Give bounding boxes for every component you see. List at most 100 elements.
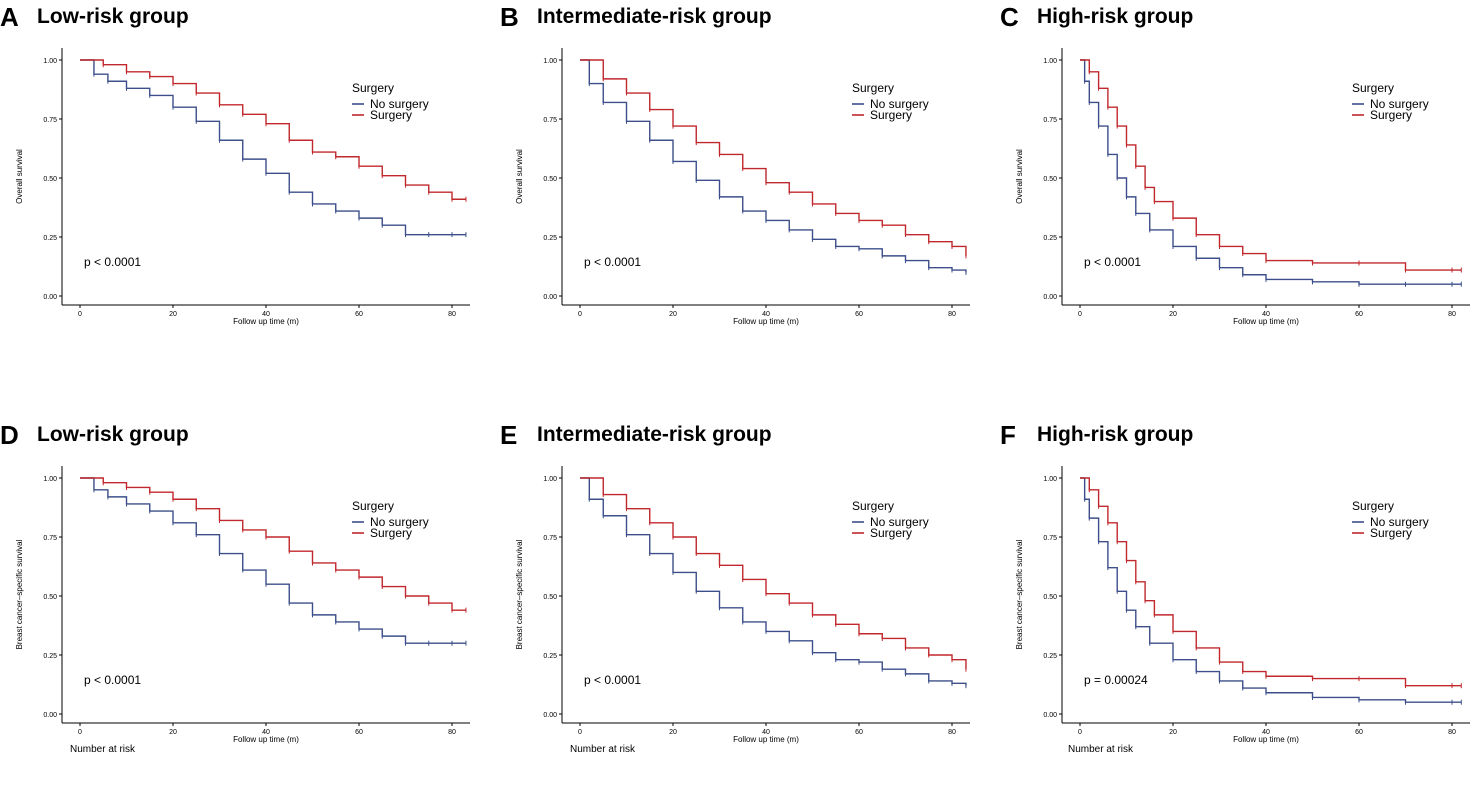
legend-label: Surgery [870,108,912,122]
series-line-no-surgery [580,59,967,273]
x-tick-label: 80 [448,311,456,318]
series-line-no-surgery [1080,59,1462,285]
y-tick-label: 0.75 [43,117,57,124]
number-at-risk-label-right: Number at risk [1068,744,1134,755]
legend-title: Surgery [852,499,894,513]
number-at-risk-label-middle: Number at risk [570,744,636,755]
series-line-surgery [1080,59,1462,271]
x-tick-label: 40 [762,311,770,318]
y-axis-label: Breast cancer–specific survival [515,539,524,649]
y-tick-label: 0.25 [43,653,57,660]
y-tick-label: 0.75 [1043,535,1057,542]
y-tick-label: 0.50 [1043,176,1057,183]
panel-letter: F [1000,420,1016,450]
legend-title: Surgery [352,499,394,513]
x-tick-label: 60 [855,729,863,736]
panel-b: B Intermediate-risk group 0.00 0.25 0.50 0.75… [500,0,990,378]
x-axis-label: Follow up time (m) [1233,735,1299,744]
x-tick-label: 0 [578,311,582,318]
panel-title: High-risk group [1037,423,1194,446]
y-tick-label: 0.50 [1043,594,1057,601]
y-tick-label: 0.25 [1043,235,1057,242]
survival-plot: 0.00 0.25 0.50 0.75 1.00 0 20 40 60 80 Follow up t… [515,466,970,744]
x-tick-label: 80 [948,311,956,318]
panel-letter: A [0,2,19,32]
y-tick-label: 0.00 [543,294,557,301]
series-line-no-surgery [1080,477,1462,703]
x-tick-label: 80 [948,729,956,736]
x-axis-label: Follow up time (m) [733,735,799,744]
survival-plot: 0.00 0.25 0.50 0.75 1.00 0 20 40 60 80 Follow up t… [1015,466,1470,744]
legend-label: Surgery [1370,108,1412,122]
y-axis-label: Breast cancer–specific survival [1015,539,1024,649]
panel-letter: D [0,420,19,450]
y-tick-label: 1.00 [543,476,557,483]
y-tick-label: 1.00 [43,58,57,65]
y-tick-label: 0.75 [543,535,557,542]
panel-title: Low-risk group [37,5,189,28]
x-tick-label: 40 [262,729,270,736]
p-value: p < 0.0001 [1084,255,1141,269]
survival-plot: 0.00 0.25 0.50 0.75 1.00 0 20 40 60 80 Follow up t… [15,466,470,744]
y-tick-label: 0.50 [43,176,57,183]
panel-letter: E [500,420,518,450]
survival-plot: 0.00 0.25 0.50 0.75 1.00 0 20 40 60 80 Follow up t… [515,48,970,326]
panel-title: Intermediate-risk group [537,423,772,446]
y-tick-label: 0.75 [543,117,557,124]
series-line-no-surgery [80,477,466,644]
x-tick-label: 60 [1355,311,1363,318]
legend-title: Surgery [1352,81,1394,95]
legend-label: Surgery [370,526,412,540]
y-axis-label: Overall survival [1015,149,1024,204]
series-line-surgery [580,477,967,670]
y-tick-label: 1.00 [1043,58,1057,65]
x-tick-label: 20 [1169,311,1177,318]
y-tick-label: 0.00 [43,294,57,301]
legend-label: No surgery [370,515,429,529]
y-tick-label: 0.25 [543,235,557,242]
x-tick-label: 40 [762,729,770,736]
series-line-surgery [580,59,967,256]
panel-letter: C [1000,2,1019,32]
x-tick-label: 20 [669,311,677,318]
x-axis-label: Follow up time (m) [233,735,299,744]
x-tick-label: 20 [169,729,177,736]
x-tick-label: 0 [1078,729,1082,736]
y-tick-label: 0.75 [1043,117,1057,124]
x-tick-label: 40 [262,311,270,318]
x-tick-label: 60 [355,729,363,736]
x-axis-label: Follow up time (m) [1233,317,1299,326]
y-tick-label: 0.50 [543,176,557,183]
series-line-surgery [80,477,466,611]
x-tick-label: 20 [169,311,177,318]
y-tick-label: 0.00 [43,712,57,719]
panel-title: Low-risk group [37,423,189,446]
y-tick-label: 0.75 [43,535,57,542]
x-tick-label: 0 [578,729,582,736]
y-tick-label: 0.00 [1043,712,1057,719]
y-tick-label: 1.00 [543,58,557,65]
panel-e: E Intermediate-risk group 0.00 0.25 0.50 0.75… [500,418,990,796]
y-axis-label: Overall survival [515,149,524,204]
x-tick-label: 80 [1448,311,1456,318]
series-line-surgery [80,59,466,200]
panel-d: D Low-risk group 0.00 0.25 0.50 0.75 1.00 0 20 40… [0,418,490,796]
p-value: p < 0.0001 [584,255,641,269]
legend-title: Surgery [1352,499,1394,513]
legend-label: Surgery [870,526,912,540]
survival-plot: 0.00 0.25 0.50 0.75 1.00 0 20 40 60 80 Follow up t… [1015,48,1470,326]
legend-label: Surgery [370,108,412,122]
panel-title: Intermediate-risk group [537,5,772,28]
x-tick-label: 0 [78,311,82,318]
panel-letter: B [500,2,519,32]
legend-label: No surgery [370,97,429,111]
panel-title: High-risk group [1037,5,1194,28]
x-tick-label: 20 [1169,729,1177,736]
x-tick-label: 60 [1355,729,1363,736]
x-axis-label: Follow up time (m) [233,317,299,326]
legend-label: No surgery [870,97,929,111]
legend-label: No surgery [1370,97,1429,111]
panel-f: F High-risk group 0.00 0.25 0.50 0.75 1.00 0 20 4… [1000,418,1478,796]
y-tick-label: 1.00 [43,476,57,483]
survival-plot: 0.00 0.25 0.50 0.75 1.00 0 20 40 60 80 Follow up t… [15,48,470,326]
